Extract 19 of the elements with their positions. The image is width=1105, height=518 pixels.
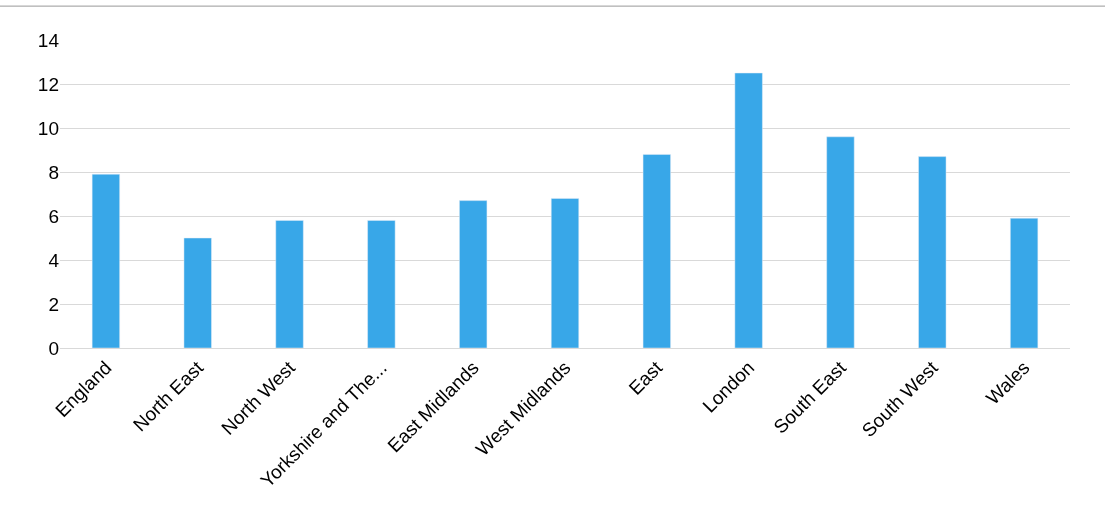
- bar: [550, 198, 580, 348]
- bar: [367, 220, 396, 348]
- bar: [734, 72, 763, 348]
- y-tick-label: 2: [48, 293, 59, 315]
- y-tick-label: 6: [48, 205, 59, 227]
- bar: [183, 237, 212, 348]
- bar: [826, 136, 855, 348]
- y-tick-label: 10: [37, 117, 59, 139]
- bar: [642, 154, 671, 348]
- y-tick-label: 8: [48, 161, 59, 183]
- bar: [1010, 217, 1039, 348]
- y-tick-label: 14: [37, 29, 60, 51]
- bar: [918, 156, 947, 348]
- bar: [275, 220, 304, 348]
- y-tick-label: 0: [48, 337, 59, 359]
- bar: [459, 200, 488, 348]
- bar: [91, 173, 120, 348]
- y-tick-label: 12: [37, 73, 59, 95]
- y-tick-label: 4: [48, 249, 60, 271]
